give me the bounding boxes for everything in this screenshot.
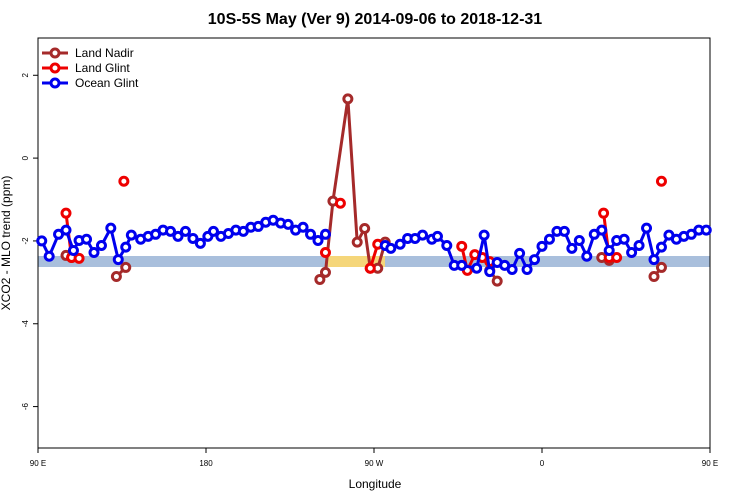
- data-point: [394, 238, 406, 250]
- data-point: [626, 247, 638, 259]
- legend-marker: [49, 47, 61, 59]
- data-point: [342, 93, 354, 105]
- data-point: [364, 262, 376, 274]
- data-point: [648, 271, 660, 283]
- data-point: [471, 262, 483, 274]
- data-point: [581, 250, 593, 262]
- data-point: [536, 240, 548, 252]
- data-point: [351, 236, 363, 248]
- data-point: [655, 261, 667, 273]
- data-point: [110, 271, 122, 283]
- data-point: [88, 247, 100, 259]
- data-point: [655, 241, 667, 253]
- legend-marker: [49, 62, 61, 74]
- legend-marker: [49, 77, 61, 89]
- data-point: [700, 224, 712, 236]
- chart-title: 10S-5S May (Ver 9) 2014-09-06 to 2018-12…: [208, 11, 543, 28]
- data-point: [60, 207, 72, 219]
- data-point: [417, 229, 429, 241]
- data-point: [603, 244, 615, 256]
- y-tick-label: 0: [21, 155, 30, 160]
- x-tick-label: 180: [199, 459, 213, 468]
- data-point: [598, 207, 610, 219]
- data-point: [282, 218, 294, 230]
- data-point: [312, 235, 324, 247]
- data-point: [456, 240, 468, 252]
- y-tick-label: 2: [21, 72, 30, 77]
- y-tick-label: -4: [21, 320, 30, 328]
- data-point: [81, 233, 93, 245]
- data-point: [385, 242, 397, 254]
- data-point: [514, 247, 526, 259]
- data-point: [359, 223, 371, 235]
- data-point: [67, 244, 79, 256]
- legend-label: Land Glint: [75, 61, 130, 75]
- data-point: [60, 224, 72, 236]
- data-point: [521, 264, 533, 276]
- x-tick-label: 0: [540, 459, 545, 468]
- data-point: [36, 235, 48, 247]
- data-point: [641, 222, 653, 234]
- data-point: [506, 264, 518, 276]
- data-point: [558, 225, 570, 237]
- data-point: [319, 266, 331, 278]
- data-point: [314, 273, 326, 285]
- data-point: [334, 197, 346, 209]
- data-point: [484, 266, 496, 278]
- data-point: [618, 233, 630, 245]
- data-point: [165, 225, 177, 237]
- data-point: [105, 222, 117, 234]
- data-point: [120, 241, 132, 253]
- data-point: [43, 250, 55, 262]
- data-point: [456, 259, 468, 271]
- legend-label: Land Nadir: [75, 46, 134, 60]
- data-point: [187, 232, 199, 244]
- data-point: [655, 175, 667, 187]
- data-point: [194, 237, 206, 249]
- x-tick-label: 90 W: [365, 459, 384, 468]
- data-point: [596, 224, 608, 236]
- data-point: [543, 233, 555, 245]
- data-point: [478, 229, 490, 241]
- data-point: [73, 252, 85, 264]
- data-point: [611, 251, 623, 263]
- data-point: [648, 254, 660, 266]
- data-point: [112, 254, 124, 266]
- data-point: [207, 225, 219, 237]
- data-point: [118, 175, 130, 187]
- y-axis-label: XCO2 - MLO trend (ppm): [0, 176, 13, 311]
- data-point: [319, 247, 331, 259]
- data-point: [319, 228, 331, 240]
- x-tick-label: 90 E: [30, 459, 46, 468]
- data-point: [633, 239, 645, 251]
- data-point: [573, 235, 585, 247]
- x-axis-label: Longitude: [349, 477, 402, 491]
- y-tick-label: -2: [21, 237, 30, 245]
- y-tick-label: -6: [21, 402, 30, 410]
- data-point: [125, 229, 137, 241]
- data-point: [120, 261, 132, 273]
- data-point: [95, 239, 107, 251]
- data-point: [431, 230, 443, 242]
- data-point: [305, 228, 317, 240]
- data-point: [566, 242, 578, 254]
- reference-band-highlight: [328, 256, 385, 267]
- data-point: [172, 230, 184, 242]
- legend-label: Ocean Glint: [75, 76, 139, 90]
- data-point: [529, 254, 541, 266]
- data-point: [297, 221, 309, 233]
- data-point: [491, 275, 503, 287]
- x-tick-label: 90 E: [702, 459, 718, 468]
- data-point: [179, 225, 191, 237]
- data-point: [441, 239, 453, 251]
